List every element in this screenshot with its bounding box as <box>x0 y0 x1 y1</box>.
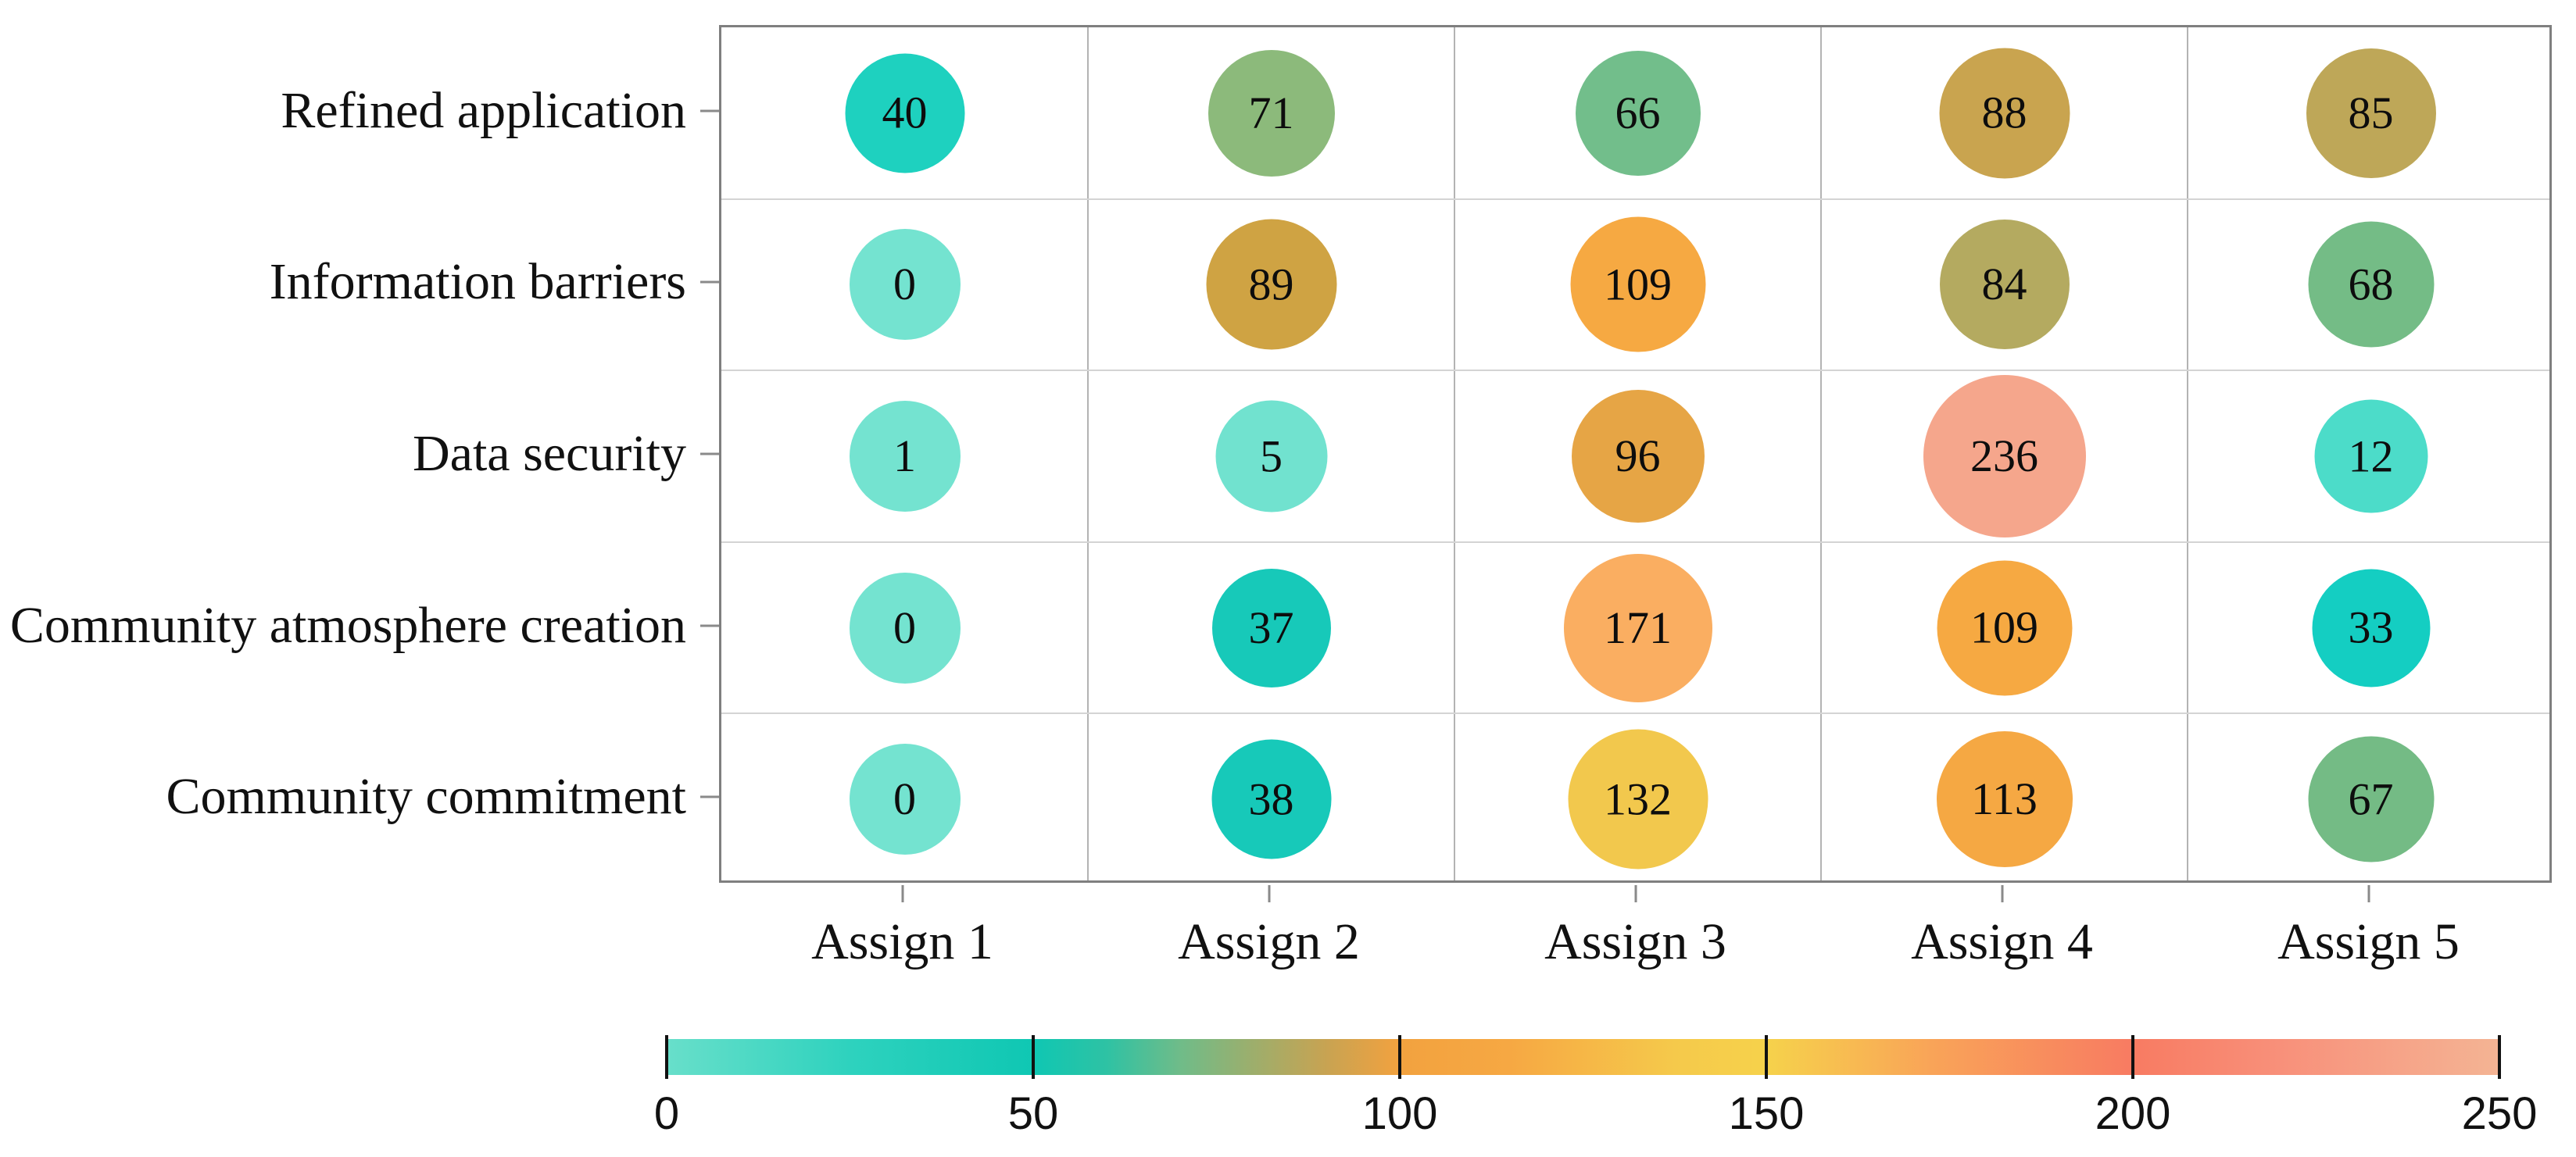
bubble-value: 12 <box>2348 430 2394 481</box>
bubble: 113 <box>1936 731 2073 868</box>
bubble-value: 0 <box>893 773 916 825</box>
bubble: 171 <box>1563 553 1712 702</box>
colorbar-tick-label: 200 <box>2095 1088 2171 1139</box>
x-axis-label: Assign 2 <box>1178 913 1360 970</box>
colorbar-tick-label: 0 <box>653 1088 680 1139</box>
colorbar-tick <box>665 1035 668 1079</box>
bubble: 33 <box>2312 569 2430 687</box>
grid-line-horizontal <box>721 198 2549 200</box>
colorbar: 0 50 100 150 200 250 <box>654 1035 2537 1139</box>
grid-line-horizontal <box>721 712 2549 715</box>
y-axis-tick <box>700 795 719 798</box>
bubble-value: 85 <box>2348 87 2394 138</box>
colorbar-tick-label: 100 <box>1361 1088 1438 1139</box>
bubble: 1 <box>849 401 961 512</box>
colorbar-tick <box>1765 1035 1768 1079</box>
bubble: 109 <box>1570 216 1705 352</box>
plot-area: 40 71 66 88 85 0 89 109 84 68 1 5 96 236 12 0 37 171 109 33… <box>719 25 2552 883</box>
bubble: 37 <box>1211 568 1331 687</box>
bubble: 5 <box>1215 400 1327 512</box>
bubble-value: 0 <box>893 602 916 653</box>
bubble-value: 171 <box>1604 602 1672 653</box>
bubble: 71 <box>1208 49 1335 177</box>
grid-line-horizontal <box>721 370 2549 372</box>
bubble: 38 <box>1211 739 1331 859</box>
y-axis-label: Data security <box>412 425 686 482</box>
colorbar-tick <box>1398 1035 1401 1079</box>
bubble: 132 <box>1568 729 1708 870</box>
bubble-value: 38 <box>1248 773 1294 825</box>
bubble-value: 40 <box>882 87 928 138</box>
bubble: 66 <box>1575 50 1701 176</box>
colorbar-tick <box>2131 1035 2134 1079</box>
bubble: 236 <box>1923 375 2086 537</box>
bubble: 40 <box>845 53 964 173</box>
grid-line-vertical <box>1087 27 1089 880</box>
x-axis-tick <box>1268 885 1270 902</box>
y-axis-label: Refined application <box>281 81 686 139</box>
grid-line-vertical <box>1820 27 1822 880</box>
bubble-value: 33 <box>2348 602 2394 653</box>
x-axis-tick <box>1634 885 1637 902</box>
y-axis-tick <box>700 624 719 627</box>
y-axis-label: Community atmosphere creation <box>9 596 686 654</box>
bubble: 0 <box>849 744 961 855</box>
bubble: 109 <box>1937 560 2072 696</box>
colorbar-tick-label: 150 <box>1728 1088 1805 1139</box>
bubble-value: 84 <box>1981 259 2027 310</box>
bubble-value: 37 <box>1248 602 1294 653</box>
bubble-value: 1 <box>893 430 916 481</box>
bubble-value: 96 <box>1615 430 1661 481</box>
bubble-value: 109 <box>1970 602 2038 653</box>
bubble: 96 <box>1571 390 1705 523</box>
bubble: 89 <box>1206 219 1336 350</box>
bubble-value: 132 <box>1604 773 1672 825</box>
bubble-value: 71 <box>1248 87 1294 138</box>
x-axis-tick <box>2367 885 2370 902</box>
colorbar-tick-label: 50 <box>1007 1088 1059 1139</box>
bubble-value: 109 <box>1604 259 1672 310</box>
bubble: 12 <box>2314 399 2428 513</box>
bubble-value: 0 <box>893 259 916 310</box>
y-axis-label: Information barriers <box>269 253 686 311</box>
y-axis-tick <box>700 280 719 284</box>
x-axis-label: Assign 3 <box>1544 913 1726 970</box>
bubble-value: 66 <box>1615 87 1661 138</box>
y-axis-tick <box>700 452 719 455</box>
bubble-value: 88 <box>1981 87 2027 138</box>
y-axis-label: Community commitment <box>166 768 686 826</box>
x-axis-label: Assign 1 <box>811 913 993 970</box>
bubble: 88 <box>1939 48 2070 179</box>
bubble: 84 <box>1939 220 2070 350</box>
grid-line-vertical <box>1454 27 1455 880</box>
bubble: 0 <box>849 229 961 341</box>
bubble: 85 <box>2306 48 2436 178</box>
bubble-value: 68 <box>2348 259 2394 310</box>
bubble: 68 <box>2308 221 2434 348</box>
bubble: 0 <box>849 572 961 684</box>
colorbar-tick <box>2498 1035 2501 1079</box>
grid-line-vertical <box>2187 27 2188 880</box>
bubble-value: 89 <box>1248 259 1294 310</box>
x-axis-label: Assign 4 <box>1911 913 2093 970</box>
bubble-value: 236 <box>1970 430 2038 481</box>
bubble-value: 113 <box>1971 773 2038 825</box>
bubble-value: 5 <box>1260 430 1283 481</box>
bubble-value: 67 <box>2348 773 2394 825</box>
colorbar-tick <box>1032 1035 1035 1079</box>
colorbar-tick-label: 250 <box>2461 1088 2538 1139</box>
x-axis-tick <box>2001 885 2003 902</box>
bubble: 67 <box>2308 736 2434 862</box>
y-axis-tick <box>700 109 719 112</box>
x-axis-label: Assign 5 <box>2277 913 2460 970</box>
x-axis-tick <box>901 885 903 902</box>
grid-line-horizontal <box>721 541 2549 543</box>
